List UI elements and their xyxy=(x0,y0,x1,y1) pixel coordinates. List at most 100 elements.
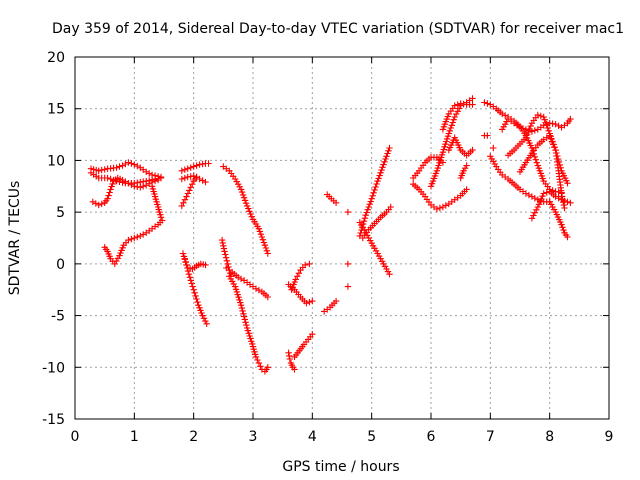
y-tick-label: 20 xyxy=(47,50,65,66)
y-axis-label: SDTVAR / TECUs xyxy=(7,181,23,296)
data-point xyxy=(564,198,571,205)
data-point xyxy=(377,169,384,176)
data-point xyxy=(264,293,271,301)
data-point xyxy=(106,189,113,196)
series-track-28 xyxy=(439,100,476,133)
data-point xyxy=(302,261,309,269)
data-point xyxy=(235,294,242,301)
data-point xyxy=(450,116,457,123)
data-point xyxy=(223,257,231,264)
data-point xyxy=(199,312,206,319)
data-point xyxy=(525,191,533,199)
y-tick-label: -10 xyxy=(42,360,65,376)
data-point xyxy=(542,119,549,126)
data-point xyxy=(222,251,229,258)
data-point xyxy=(484,100,491,107)
data-point xyxy=(240,194,248,201)
data-point xyxy=(446,127,453,134)
series-track-10 xyxy=(181,255,210,327)
data-point xyxy=(238,304,246,312)
data-point xyxy=(196,161,203,168)
data-point xyxy=(551,144,558,151)
series-track-26 xyxy=(410,181,470,213)
data-point xyxy=(199,177,206,184)
data-point xyxy=(239,307,246,315)
data-point xyxy=(303,300,310,307)
data-point xyxy=(128,160,135,167)
data-point xyxy=(525,128,532,136)
data-point xyxy=(344,208,352,216)
data-point xyxy=(560,226,567,234)
data-point xyxy=(237,275,245,283)
series-track-3 xyxy=(89,174,162,209)
data-point xyxy=(463,186,470,193)
series-track-38 xyxy=(546,198,571,241)
data-point xyxy=(92,200,99,207)
data-point xyxy=(559,224,566,231)
data-point xyxy=(221,248,228,255)
data-point xyxy=(543,122,550,129)
data-point xyxy=(309,297,316,305)
y-tick-label: -15 xyxy=(42,412,65,428)
data-point xyxy=(246,208,253,215)
series-track-4 xyxy=(101,217,166,268)
data-point xyxy=(523,131,531,138)
data-point xyxy=(188,280,195,287)
data-point xyxy=(125,159,132,166)
data-point xyxy=(528,193,536,200)
data-point xyxy=(190,286,197,293)
data-point xyxy=(140,183,147,190)
data-point xyxy=(367,198,374,205)
data-point xyxy=(481,99,488,106)
data-point xyxy=(286,355,293,363)
data-point xyxy=(258,233,266,241)
data-point xyxy=(252,285,260,292)
y-tick-label: 15 xyxy=(47,102,65,118)
data-point xyxy=(439,149,447,156)
series-track-21 xyxy=(344,208,352,290)
data-point xyxy=(502,112,509,119)
series-track-30 xyxy=(457,162,470,182)
data-point xyxy=(260,239,268,246)
data-point xyxy=(137,232,144,240)
data-point xyxy=(438,154,445,161)
data-point xyxy=(104,174,111,182)
data-point xyxy=(374,177,381,185)
series-track-15 xyxy=(285,349,298,373)
data-point xyxy=(95,201,102,209)
y-tick-label: -5 xyxy=(51,309,65,325)
data-point xyxy=(499,110,506,118)
data-point xyxy=(255,225,263,232)
data-point xyxy=(484,132,491,139)
series-track-1 xyxy=(87,169,165,187)
data-point xyxy=(181,174,188,182)
data-point xyxy=(134,233,141,241)
data-point xyxy=(232,283,239,290)
data-point xyxy=(519,125,527,132)
data-point xyxy=(344,283,352,290)
data-point xyxy=(442,202,449,209)
data-point xyxy=(137,184,144,191)
data-point xyxy=(89,198,96,205)
data-point xyxy=(125,180,132,187)
data-point xyxy=(113,164,120,171)
data-point xyxy=(183,193,190,200)
series-track-24 xyxy=(359,203,394,242)
data-points xyxy=(87,95,574,375)
data-point xyxy=(447,124,454,132)
data-point xyxy=(561,197,568,204)
data-point xyxy=(243,202,251,210)
data-point xyxy=(98,166,105,174)
data-point xyxy=(190,163,197,170)
data-point xyxy=(528,215,536,222)
data-point xyxy=(291,366,298,373)
data-point xyxy=(184,264,191,272)
data-point xyxy=(128,181,135,188)
x-tick-label: 4 xyxy=(308,429,317,445)
data-point xyxy=(445,130,452,137)
data-point xyxy=(202,261,209,269)
data-point xyxy=(241,316,248,323)
data-point xyxy=(237,302,245,309)
data-point xyxy=(533,159,540,166)
